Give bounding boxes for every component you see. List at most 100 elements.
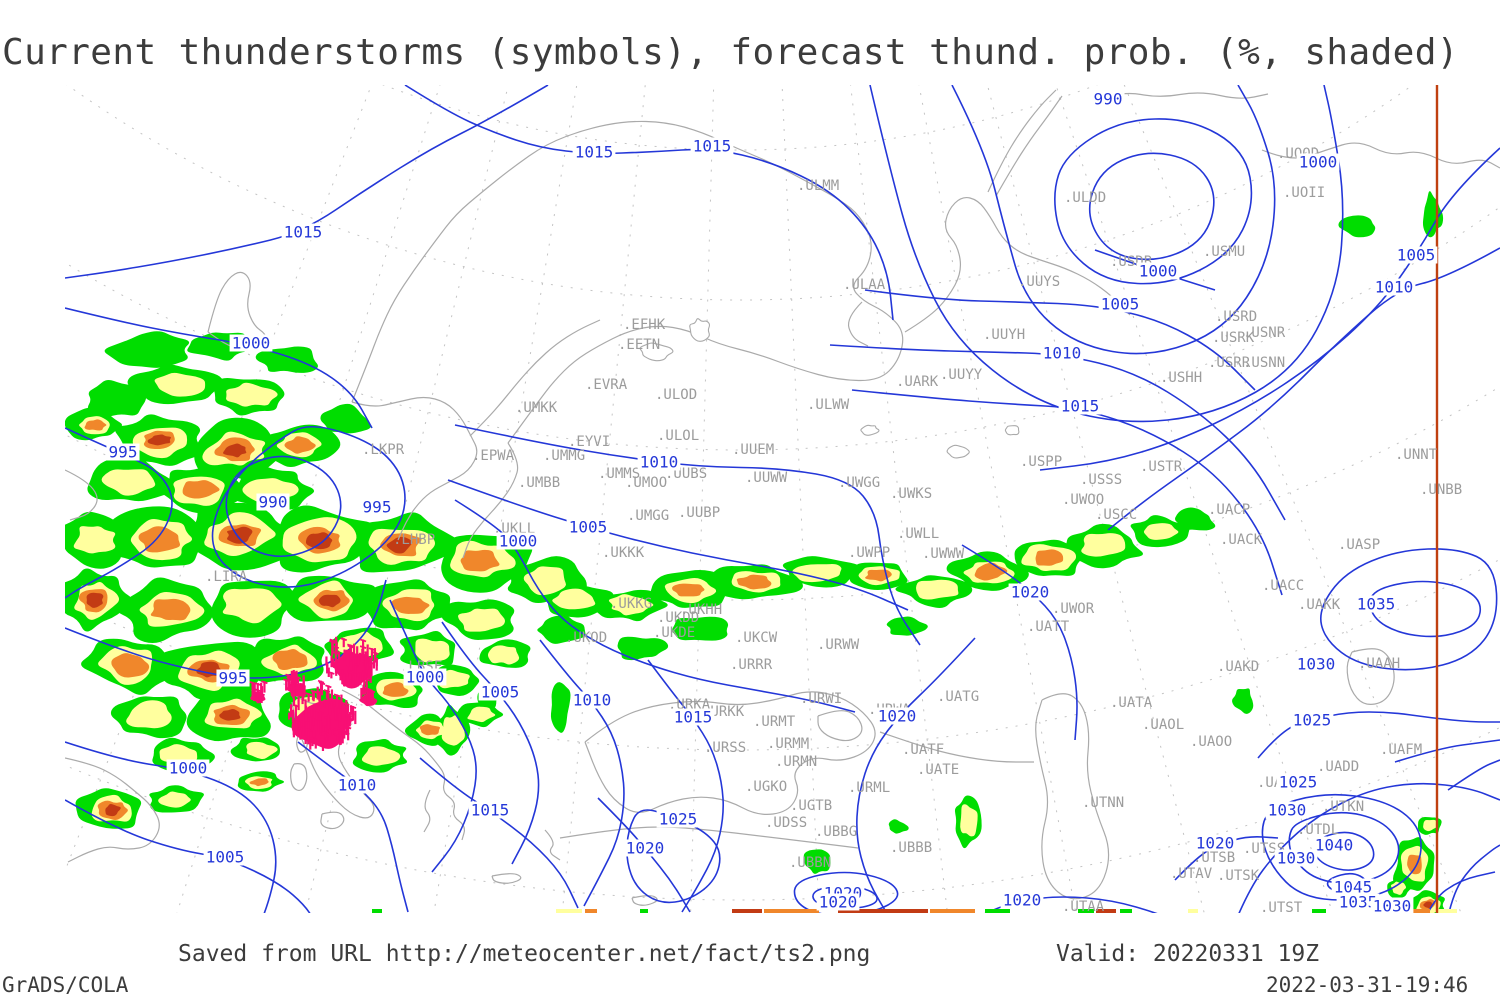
- prob-shade-level-4: [318, 594, 341, 608]
- isobar-label: 1000: [169, 759, 208, 778]
- prob-shade-level-1: [104, 331, 190, 368]
- isobar-contour: [404, 85, 894, 321]
- station-label: .URRR: [730, 657, 773, 673]
- station-label: .UATT: [1027, 619, 1070, 635]
- isobar-label-mask: [1290, 711, 1334, 729]
- prob-shade-level-2: [226, 382, 278, 407]
- isobar-label-mask: [496, 532, 540, 550]
- prob-shade-level-4: [219, 708, 241, 721]
- isobar-contour: [419, 757, 579, 909]
- lake-outline: [1004, 425, 1020, 436]
- prob-shade-level-1: [320, 403, 371, 434]
- isobar-label-mask: [166, 759, 210, 777]
- station-label: .UUYY: [940, 367, 983, 383]
- isobar-label-layer: 990 1015 1015 1000 1015 1005 1000 1010 1005 1010 1…: [106, 90, 1438, 913]
- prob-shade-level-3: [736, 574, 772, 590]
- isobar-label: 995: [363, 498, 392, 517]
- coastline: [987, 89, 1057, 193]
- edge-shade-strip: [985, 909, 1010, 913]
- isobar-contour: [856, 637, 976, 913]
- station-label: .UWGG: [838, 475, 880, 491]
- coastline: [1091, 92, 1269, 101]
- station-label: .UACC: [1262, 578, 1304, 594]
- isobar-contour: [961, 544, 1078, 741]
- isobar-label-mask: [403, 668, 447, 686]
- isobar-label: 1010: [1375, 278, 1414, 297]
- thunderstorm-symbol: [317, 679, 325, 684]
- prob-shade-level-3: [150, 598, 191, 621]
- isobar-label-mask: [1136, 262, 1180, 280]
- station-label: .USTR: [1140, 459, 1183, 475]
- edge-shade-strip: [1188, 909, 1198, 913]
- prob-shade-level-1: [1232, 688, 1254, 714]
- isobar-label-mask: [1296, 153, 1340, 171]
- isobar-label-mask: [637, 453, 681, 471]
- station-label: .UKKG: [610, 596, 652, 612]
- station-label: .UNNT: [1395, 447, 1438, 463]
- station-label: .UUBP: [678, 505, 720, 521]
- prob-shade-level-2: [158, 791, 191, 808]
- prob-shade-level-2: [458, 608, 506, 632]
- isobar-label: 1030: [1277, 849, 1316, 868]
- isobar-label: 1015: [575, 143, 614, 162]
- station-label: .UAOO: [1190, 734, 1232, 750]
- prob-shade-level-1: [888, 819, 909, 834]
- isobar-label-mask: [1058, 397, 1102, 415]
- graticule-meridian: [918, 85, 1077, 913]
- coastline: [341, 689, 466, 841]
- prob-shade-level-1: [255, 346, 319, 373]
- thunderstorm-symbol: [362, 686, 369, 690]
- isobar-contour: [647, 659, 724, 913]
- isobar-label-mask: [570, 691, 614, 709]
- isobar-label: 1005: [569, 518, 608, 537]
- prob-shade-level-1: [550, 682, 571, 733]
- station-label: .UDSS: [765, 815, 807, 831]
- prob-shade-level-2: [960, 804, 978, 837]
- prob-shade-level-1: [537, 615, 586, 644]
- station-label: .UMMS: [598, 466, 640, 482]
- edge-shade-strip: [372, 909, 382, 913]
- coastline: [544, 829, 561, 861]
- edge-shade-strip: [640, 909, 648, 913]
- isobar-contour: [454, 499, 856, 713]
- station-label: .USHH: [1160, 370, 1202, 386]
- lake-outline: [946, 444, 970, 459]
- prob-shade-level-3: [419, 724, 441, 736]
- creation-timestamp-text: 2022-03-31-19:46: [1266, 973, 1469, 997]
- isobar-label-mask: [216, 669, 250, 687]
- page-title: Current thunderstorms (symbols), forecas…: [2, 32, 1459, 73]
- thunderstorm-symbol: [321, 730, 329, 735]
- graticule-meridian: [304, 85, 509, 913]
- coastline: [847, 301, 869, 347]
- isobar-label: 1010: [640, 453, 679, 472]
- isobar-label-mask: [478, 683, 522, 701]
- isobar-label-mask: [281, 223, 325, 241]
- coastline: [469, 319, 601, 437]
- edge-shade-strip: [1078, 909, 1094, 913]
- prob-shade-level-2: [608, 594, 654, 616]
- edge-shade-strip: [1312, 909, 1326, 913]
- prob-shade-level-1: [1338, 215, 1376, 238]
- generator-credit-text: GrADS/COLA: [2, 973, 129, 997]
- thunderstorm-symbol: [285, 673, 292, 678]
- station-label: .URML: [848, 780, 890, 796]
- station-label: .UATE: [917, 762, 959, 778]
- station-label: .UUWW: [745, 470, 788, 486]
- station-label: .USPP: [1020, 454, 1062, 470]
- isobar-label: 1020: [819, 893, 858, 912]
- isobar-contour: [1447, 759, 1500, 791]
- station-label: .USRD: [1215, 309, 1257, 325]
- station-label: .UARK: [896, 374, 939, 390]
- isobar-label-mask: [1040, 344, 1084, 362]
- edge-shade-strip: [764, 909, 819, 913]
- isobar-label: 1045: [1334, 878, 1373, 897]
- isobar-contour: [864, 289, 1256, 391]
- prob-shade-level-2: [487, 645, 520, 665]
- station-label: .UUYS: [1018, 274, 1060, 290]
- station-label: .UNBB: [1420, 482, 1462, 498]
- station-label: .UMGG: [627, 508, 669, 524]
- isobar-label-mask: [1000, 891, 1044, 909]
- isobar-label-mask: [1193, 834, 1237, 852]
- isobar-label: 1030: [1297, 655, 1336, 674]
- station-label: .USRK: [1212, 330, 1255, 346]
